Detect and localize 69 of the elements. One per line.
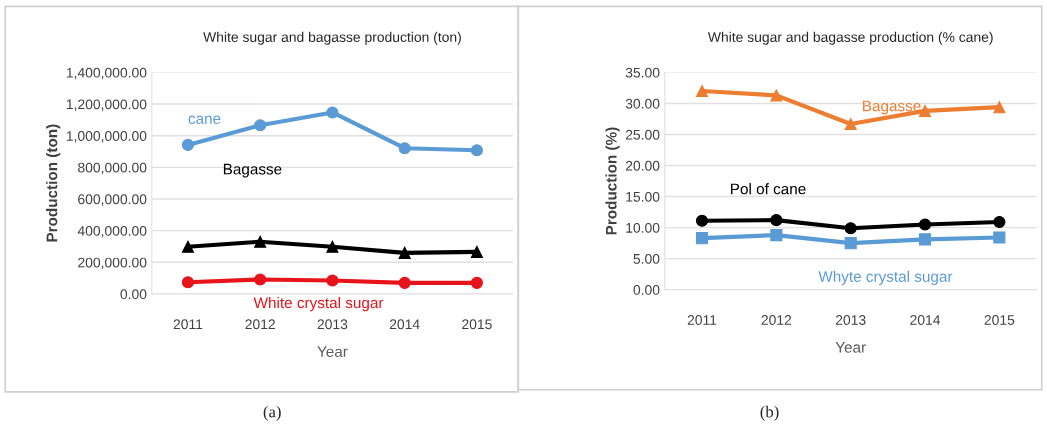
point — [844, 237, 857, 250]
text: (a) — [263, 405, 281, 421]
y-tick-label: 20.00 — [625, 160, 660, 171]
y-tick-label: 800,000.00 — [78, 162, 147, 175]
y-tick-label: 400,000.00 — [77, 225, 147, 238]
point — [470, 144, 483, 157]
x-tick-label: 2014 — [389, 319, 420, 330]
point — [993, 101, 1006, 114]
x-axis-title: Year — [835, 342, 866, 353]
point — [993, 215, 1006, 229]
y-tick-label: 1,000,000.00 — [66, 131, 147, 143]
point — [770, 214, 783, 227]
point — [326, 274, 339, 287]
point — [470, 245, 483, 258]
y-tick-label: 5.00 — [633, 253, 660, 264]
point — [254, 273, 267, 286]
point — [770, 228, 783, 242]
point — [398, 142, 411, 155]
x-tick-label: 2015 — [984, 315, 1015, 325]
x-tick-label: 2013 — [317, 319, 348, 330]
y-tick-label: 0.00 — [633, 285, 660, 295]
point — [326, 106, 339, 119]
x-tick-label: 2011 — [687, 315, 717, 325]
text: Whyte crystal sugar — [818, 270, 953, 285]
text: (b) — [760, 405, 779, 421]
point — [181, 240, 195, 253]
y-tick-label: 200,000.00 — [78, 257, 147, 270]
x-tick-label: 2011 — [173, 319, 203, 330]
series-label: Pol of cane — [731, 183, 806, 195]
y-tick-label: 10.00 — [626, 222, 660, 233]
point — [695, 214, 709, 227]
y-axis-title: Production (ton) — [46, 124, 61, 242]
y-tick-label: 35.00 — [625, 67, 660, 78]
point — [398, 246, 411, 259]
point — [181, 138, 195, 151]
x-tick-label: 2012 — [245, 319, 275, 330]
point — [254, 235, 267, 248]
x-tick-label: 2015 — [462, 319, 492, 330]
point — [470, 276, 483, 289]
point — [993, 231, 1006, 244]
x-tick-label: 2012 — [761, 315, 792, 325]
series-label: Bagasse — [863, 100, 921, 115]
y-tick-label: 600,000.00 — [78, 194, 147, 206]
point — [695, 232, 709, 245]
text: Bagasse — [223, 163, 282, 178]
point — [398, 276, 411, 289]
y-tick-label: 1,200,000.00 — [66, 99, 147, 111]
point — [326, 240, 339, 253]
y-tick-label: 30.00 — [625, 98, 660, 109]
point — [844, 222, 857, 235]
point — [918, 218, 932, 231]
x-tick-label: 2013 — [835, 315, 866, 325]
chart-title: White sugar and bagasse production (% cane) — [707, 31, 993, 45]
point — [770, 89, 783, 102]
y-tick-label: 0.00 — [120, 289, 147, 300]
x-axis-title: Year — [317, 346, 348, 357]
point — [844, 117, 857, 131]
point — [918, 233, 932, 246]
point — [181, 276, 195, 289]
y-tick-label: 25.00 — [625, 129, 660, 140]
x-tick-label: 2014 — [910, 315, 941, 325]
y-tick-label: 1,400,000.00 — [66, 67, 147, 80]
point — [254, 119, 267, 132]
y-axis-title: Production (%) — [605, 127, 620, 235]
chart-title: White sugar and bagasse production (ton) — [203, 31, 461, 45]
point — [695, 84, 709, 98]
series-label: White crystal sugar — [253, 296, 384, 312]
y-tick-label: 15.00 — [626, 191, 660, 202]
series-label: cane — [188, 115, 221, 124]
